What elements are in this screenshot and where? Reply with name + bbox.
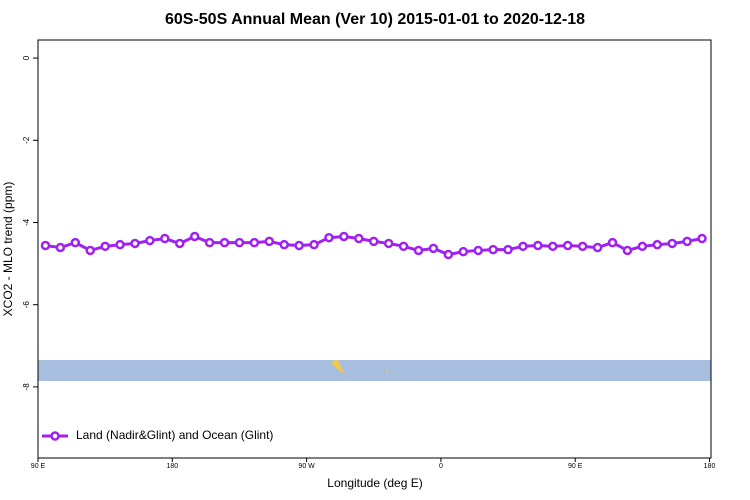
data-point — [100, 241, 110, 252]
chart-title: 60S-50S Annual Mean (Ver 10) 2015-01-01 … — [165, 11, 585, 28]
data-point — [473, 245, 483, 256]
data-point — [85, 245, 95, 256]
y-tick-label: -8 — [22, 383, 31, 391]
data-point — [622, 245, 633, 256]
data-point — [652, 239, 663, 250]
data-point — [637, 241, 648, 252]
data-point — [324, 232, 334, 243]
data-point — [428, 243, 439, 254]
y-tick-label: 0 — [22, 55, 31, 60]
data-point — [234, 237, 245, 248]
data-point — [413, 245, 424, 256]
data-point — [697, 233, 707, 244]
data-point — [354, 233, 364, 244]
y-tick-label: -6 — [22, 301, 31, 309]
land — [386, 370, 388, 372]
data-point — [577, 241, 588, 252]
y-tick-label: -4 — [22, 218, 31, 226]
data-point — [189, 231, 200, 242]
data-point — [70, 237, 81, 248]
x-tick-label: 0 — [439, 463, 443, 470]
x-tick-label: 90 E — [31, 463, 46, 470]
data-point — [279, 239, 289, 250]
x-tick-label: 90 E — [568, 463, 583, 470]
x-tick-label: 90 W — [298, 463, 315, 470]
data-point — [592, 242, 603, 253]
y-tick-label: -2 — [22, 136, 31, 144]
data-point — [682, 236, 692, 247]
data-point — [503, 244, 513, 255]
data-point — [398, 241, 409, 252]
data-point — [488, 244, 498, 255]
data-point — [55, 242, 66, 253]
data-point — [115, 239, 125, 250]
y-axis-label: XCO2 - MLO trend (ppm) — [1, 182, 15, 317]
data-point — [264, 236, 275, 247]
data-point — [443, 249, 454, 260]
map-strip — [38, 360, 711, 381]
x-tick-label: 180 — [704, 463, 716, 470]
data-point — [369, 236, 379, 247]
data-point — [294, 240, 304, 251]
data-point — [548, 241, 558, 252]
data-point — [40, 240, 51, 251]
legend-label: Land (Nadir&Glint) and Ocean (Glint) — [76, 428, 273, 442]
data-point — [160, 233, 170, 244]
data-point — [175, 238, 185, 249]
data-point — [562, 240, 573, 251]
data-point — [458, 246, 469, 257]
data-point — [145, 235, 155, 246]
data-point — [667, 238, 677, 249]
data-point — [130, 238, 140, 249]
data-point — [383, 238, 394, 249]
data-point — [607, 237, 618, 248]
data-point — [309, 239, 319, 250]
x-tick-label: 180 — [166, 463, 178, 470]
data-point — [339, 231, 349, 242]
data-point — [219, 237, 230, 248]
data-point — [533, 240, 543, 251]
land — [331, 360, 345, 373]
data-point — [518, 241, 528, 252]
legend-marker — [50, 431, 60, 441]
data-point — [249, 237, 260, 248]
x-axis-label: Longitude (deg E) — [327, 476, 422, 490]
plot-frame — [37, 39, 712, 459]
data-point — [204, 237, 215, 248]
